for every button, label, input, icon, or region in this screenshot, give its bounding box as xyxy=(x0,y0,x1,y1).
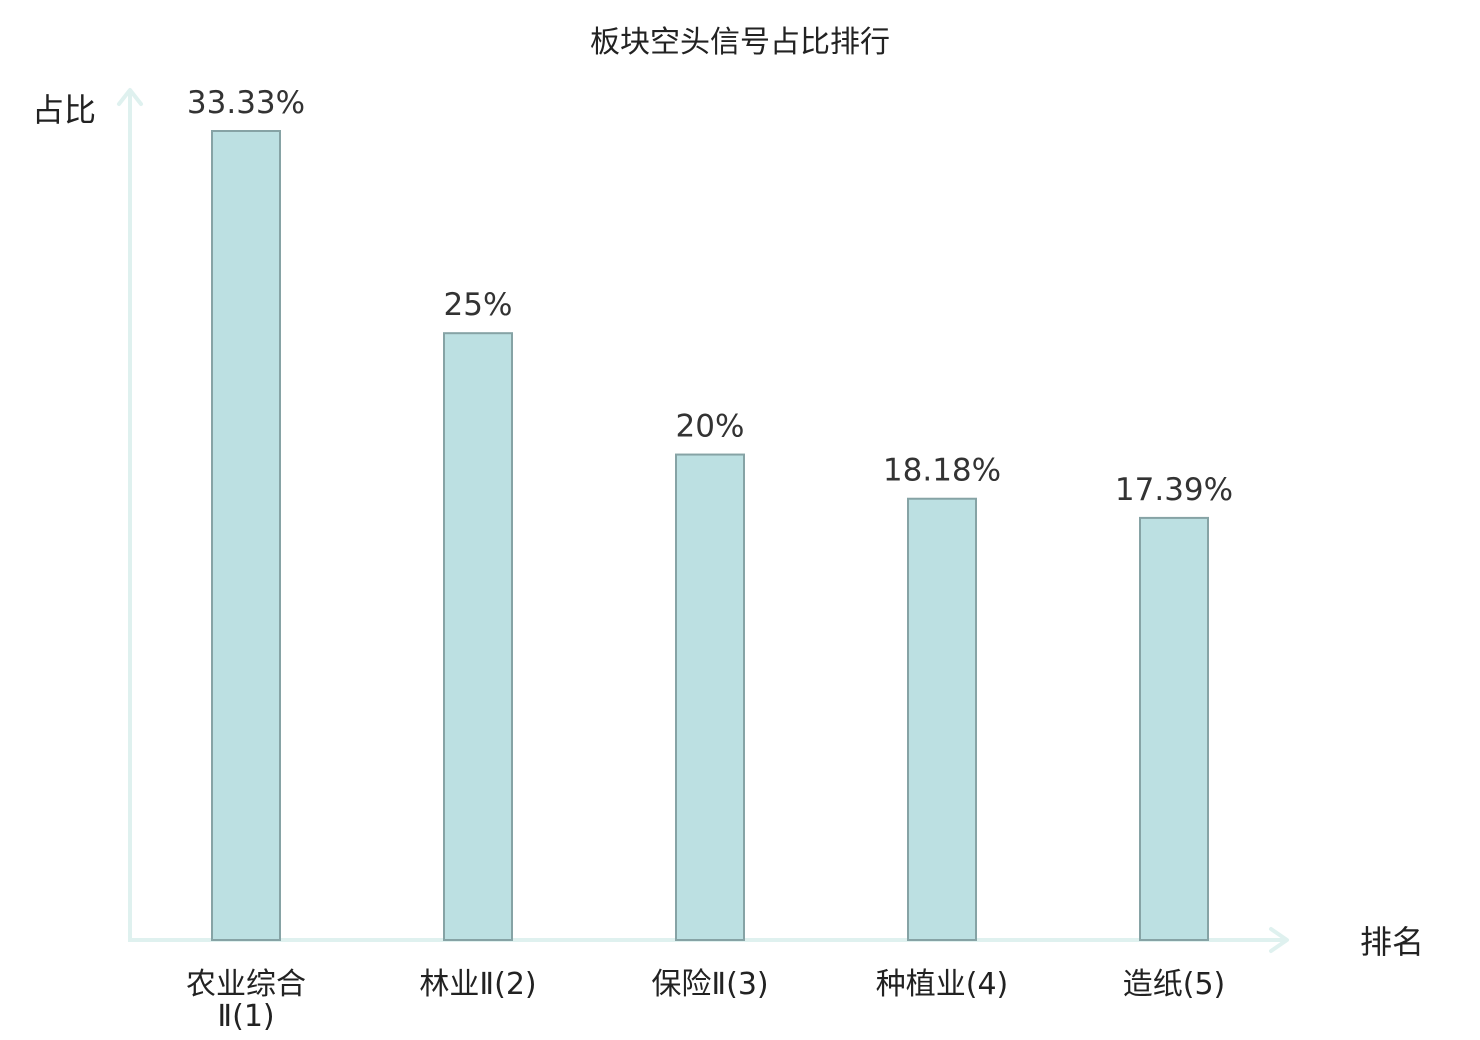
bar-value-label: 25% xyxy=(444,287,513,323)
value-label-group: 33.33% 25% 20% 18.18% 17.39% xyxy=(187,85,1233,508)
bar-value-label: 17.39% xyxy=(1115,472,1233,508)
y-axis-arrow xyxy=(117,88,143,106)
chart-title: 板块空头信号占比排行 xyxy=(590,25,890,60)
category-label: 农业综合 xyxy=(186,967,306,1002)
bar xyxy=(675,453,745,941)
category-label: 保险Ⅱ(3) xyxy=(651,967,768,1002)
bar-value-label: 33.33% xyxy=(187,85,305,121)
category-label: Ⅱ(1) xyxy=(217,999,274,1034)
x-axis-arrow xyxy=(1269,927,1289,953)
bar xyxy=(443,332,513,941)
bar xyxy=(211,130,281,941)
bar-value-label: 20% xyxy=(676,409,745,445)
category-label: 种植业(4) xyxy=(876,967,1009,1002)
bar xyxy=(907,497,977,941)
y-axis-title: 占比 xyxy=(32,91,96,129)
category-label: 林业Ⅱ(2) xyxy=(419,967,536,1002)
bar xyxy=(1139,516,1209,941)
bar-group xyxy=(211,130,1209,941)
category-label: 造纸(5) xyxy=(1123,967,1226,1002)
bar-value-label: 18.18% xyxy=(883,453,1001,489)
x-axis-title: 排名 xyxy=(1360,923,1424,961)
